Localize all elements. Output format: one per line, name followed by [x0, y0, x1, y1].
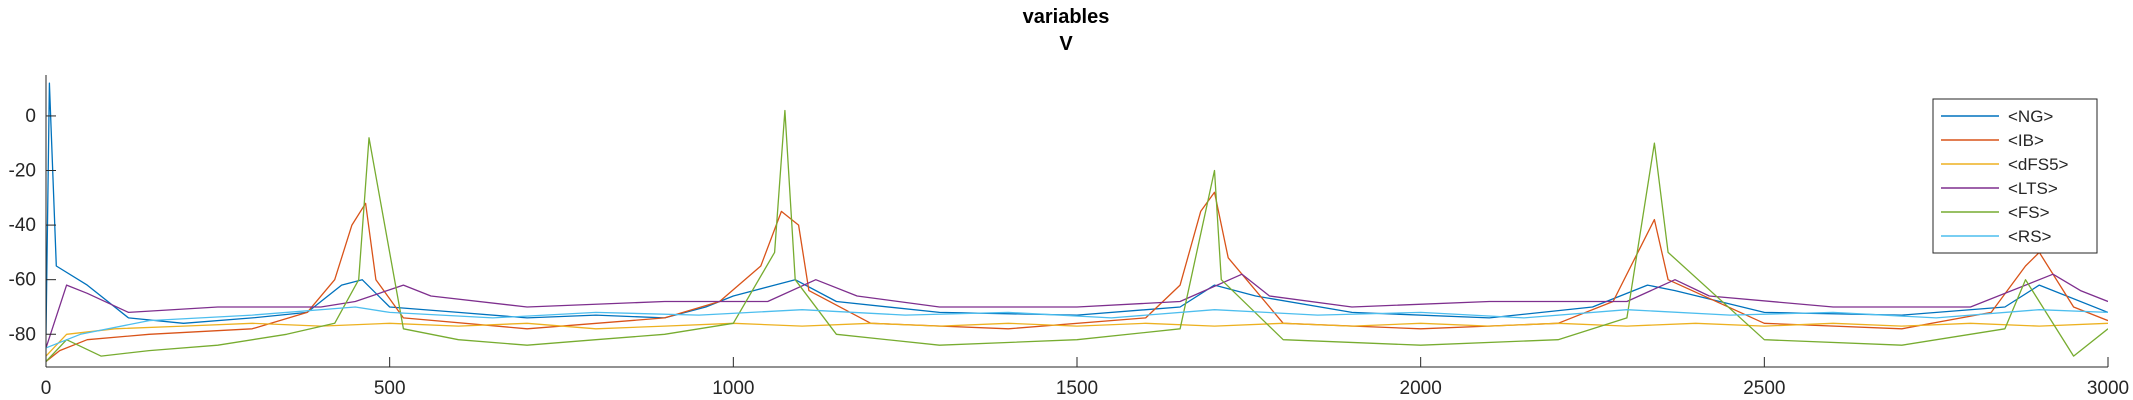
series-line-1	[46, 191, 2108, 363]
chart-title: variables	[1023, 6, 1110, 28]
legend-box	[1932, 98, 2098, 254]
legend-label-3: <LTS>	[2008, 179, 2058, 198]
legend-label-0: <NG>	[2008, 107, 2053, 126]
x-tick-label-1: 500	[374, 378, 406, 399]
series-line-5	[46, 306, 2108, 349]
x-tick-label-5: 2500	[1743, 378, 1785, 399]
plot-area	[46, 82, 2108, 363]
series-line-2	[46, 322, 2108, 357]
y-tick-label-2: -40	[9, 215, 36, 236]
y-tick-label-0: 0	[25, 106, 36, 127]
x-tick-label-3: 1500	[1056, 378, 1098, 399]
legend-label-2: <dFS5>	[2008, 155, 2069, 174]
x-tick-label-4: 2000	[1400, 378, 1442, 399]
series-line-0	[46, 82, 2108, 335]
series-line-3	[46, 273, 2108, 349]
series-group	[46, 82, 2108, 363]
legend-label-1: <IB>	[2008, 131, 2044, 150]
y-tick-label-3: -60	[9, 270, 36, 291]
x-tick-label-0: 0	[41, 378, 52, 399]
axes: 0 -20 -40 -60 -80 0 500 1000 1500 2000 2500 3000	[9, 75, 2129, 399]
y-tick-label-1: -20	[9, 161, 36, 182]
chart-subtitle: V	[1059, 33, 1073, 55]
y-tick-label-4: -80	[9, 324, 36, 345]
series-line-4	[46, 109, 2108, 362]
x-tick-label-6: 3000	[2087, 378, 2129, 399]
legend-label-5: <RS>	[2008, 227, 2052, 246]
legend: <NG> <IB> <dFS5> <LTS> <FS> <RS>	[1932, 98, 2098, 254]
x-tick-label-2: 1000	[712, 378, 754, 399]
legend-label-4: <FS>	[2008, 203, 2050, 222]
